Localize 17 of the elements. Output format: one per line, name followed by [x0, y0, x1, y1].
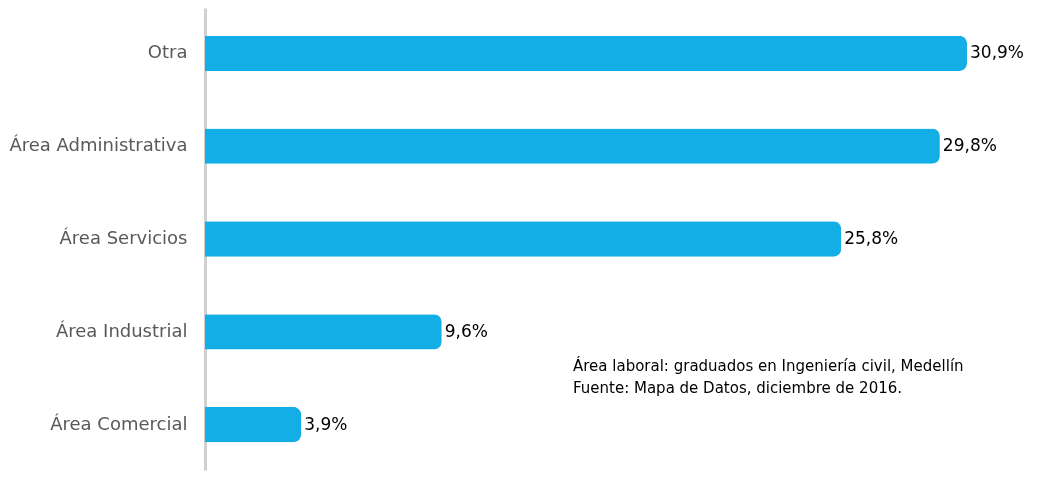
data-label: 9,6% [444, 320, 488, 341]
y-tick-label: Área Servicios [59, 227, 188, 248]
bar [205, 221, 842, 257]
bar [205, 35, 967, 72]
annotation: Fuente: Mapa de Datos, diciembre de 2016. [573, 379, 903, 397]
y-tick-label: Área Comercial [50, 412, 188, 434]
data-label: 29,8% [942, 135, 997, 156]
bar [205, 314, 442, 350]
data-label: 3,9% [304, 413, 348, 434]
y-tick-label: Área Administrativa [9, 134, 188, 156]
y-tick-label: Área Industrial [55, 319, 188, 341]
bar [205, 406, 302, 443]
annotation: Área laboral: graduados en Ingeniería civil, Medellín [573, 356, 964, 375]
data-label: 25,8% [844, 228, 899, 248]
bar [205, 128, 940, 164]
y-tick-label: Otra [147, 41, 188, 63]
data-label: 30,9% [970, 42, 1025, 63]
